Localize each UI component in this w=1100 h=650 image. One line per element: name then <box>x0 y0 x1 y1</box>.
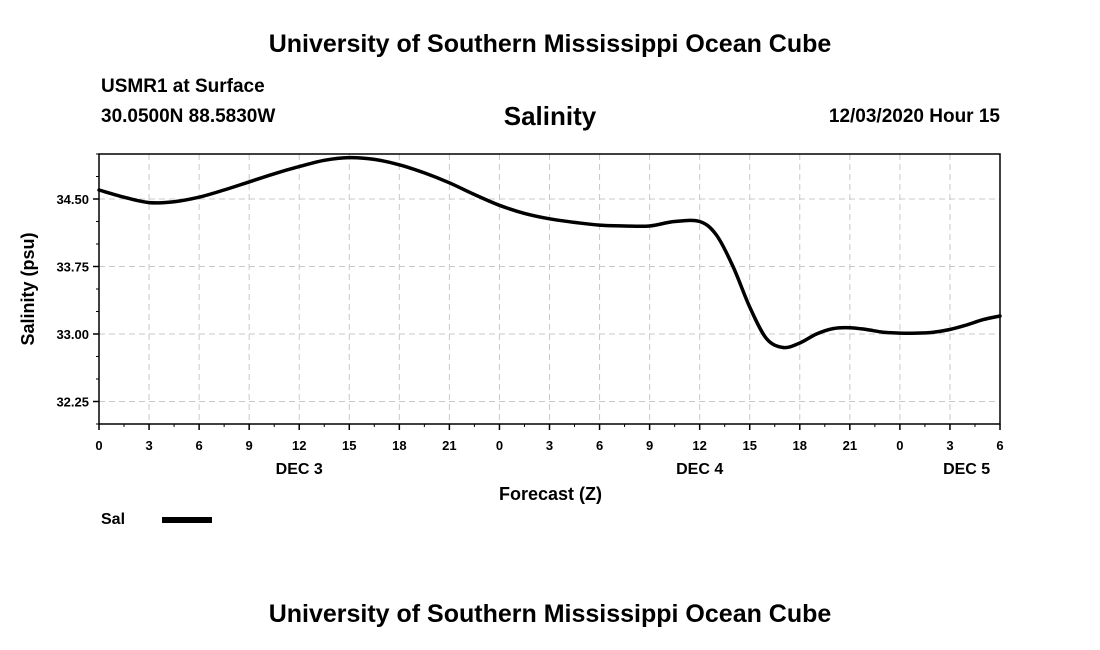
x-tick-label: 0 <box>496 438 503 453</box>
y-tick-label: 33.75 <box>56 260 89 275</box>
series-layer <box>97 155 1002 350</box>
x-tick-label: 21 <box>442 438 456 453</box>
issued-time: 12/03/2020 Hour 15 <box>828 106 1000 127</box>
legend-line-swatch <box>162 517 212 523</box>
axis-labels: 0 3 6 9 12 15 18 21 0 3 6 9 12 15 18 21 0 3 6 34.50 33.75 33.… <box>18 192 1004 504</box>
x-tick-label: 3 <box>546 438 553 453</box>
x-tick-label: 3 <box>946 438 953 453</box>
grid-lines <box>99 154 1000 424</box>
x-day-label: DEC 5 <box>943 461 990 478</box>
top-title: University of Southern Mississippi Ocean… <box>268 30 832 58</box>
x-tick-label: 12 <box>292 438 306 453</box>
x-tick-label: 0 <box>95 438 102 453</box>
x-tick-label: 3 <box>145 438 152 453</box>
bottom-title: University of Southern Mississippi Ocean… <box>268 600 832 628</box>
x-tick-label: 9 <box>246 438 253 453</box>
legend-label: Sal <box>101 511 126 528</box>
x-tick-label: 18 <box>392 438 406 453</box>
y-tick-label: 32.25 <box>56 395 89 410</box>
station-label: USMR1 at Surface <box>101 76 265 97</box>
x-day-label: DEC 3 <box>276 461 323 478</box>
x-tick-label: 6 <box>996 438 1003 453</box>
x-tick-label: 6 <box>195 438 202 453</box>
x-tick-label: 0 <box>896 438 903 453</box>
station-coordinates: 30.0500N 88.5830W <box>101 106 276 127</box>
x-tick-label: 18 <box>793 438 807 453</box>
y-tick-label: 34.50 <box>56 192 89 207</box>
x-tick-label: 6 <box>596 438 603 453</box>
axis-ticks <box>93 153 1001 430</box>
x-tick-label: 12 <box>692 438 706 453</box>
y-tick-label: 33.00 <box>56 327 89 342</box>
y-axis-title: Salinity (psu) <box>18 232 38 345</box>
x-tick-label: 15 <box>342 438 356 453</box>
x-day-label: DEC 4 <box>676 461 723 478</box>
x-tick-label: 15 <box>742 438 756 453</box>
x-tick-label: 21 <box>843 438 857 453</box>
x-axis-title: Forecast (Z) <box>499 484 602 504</box>
x-tick-label: 9 <box>646 438 653 453</box>
series-line-sal <box>97 155 1002 350</box>
plot-title: Salinity <box>503 101 597 131</box>
